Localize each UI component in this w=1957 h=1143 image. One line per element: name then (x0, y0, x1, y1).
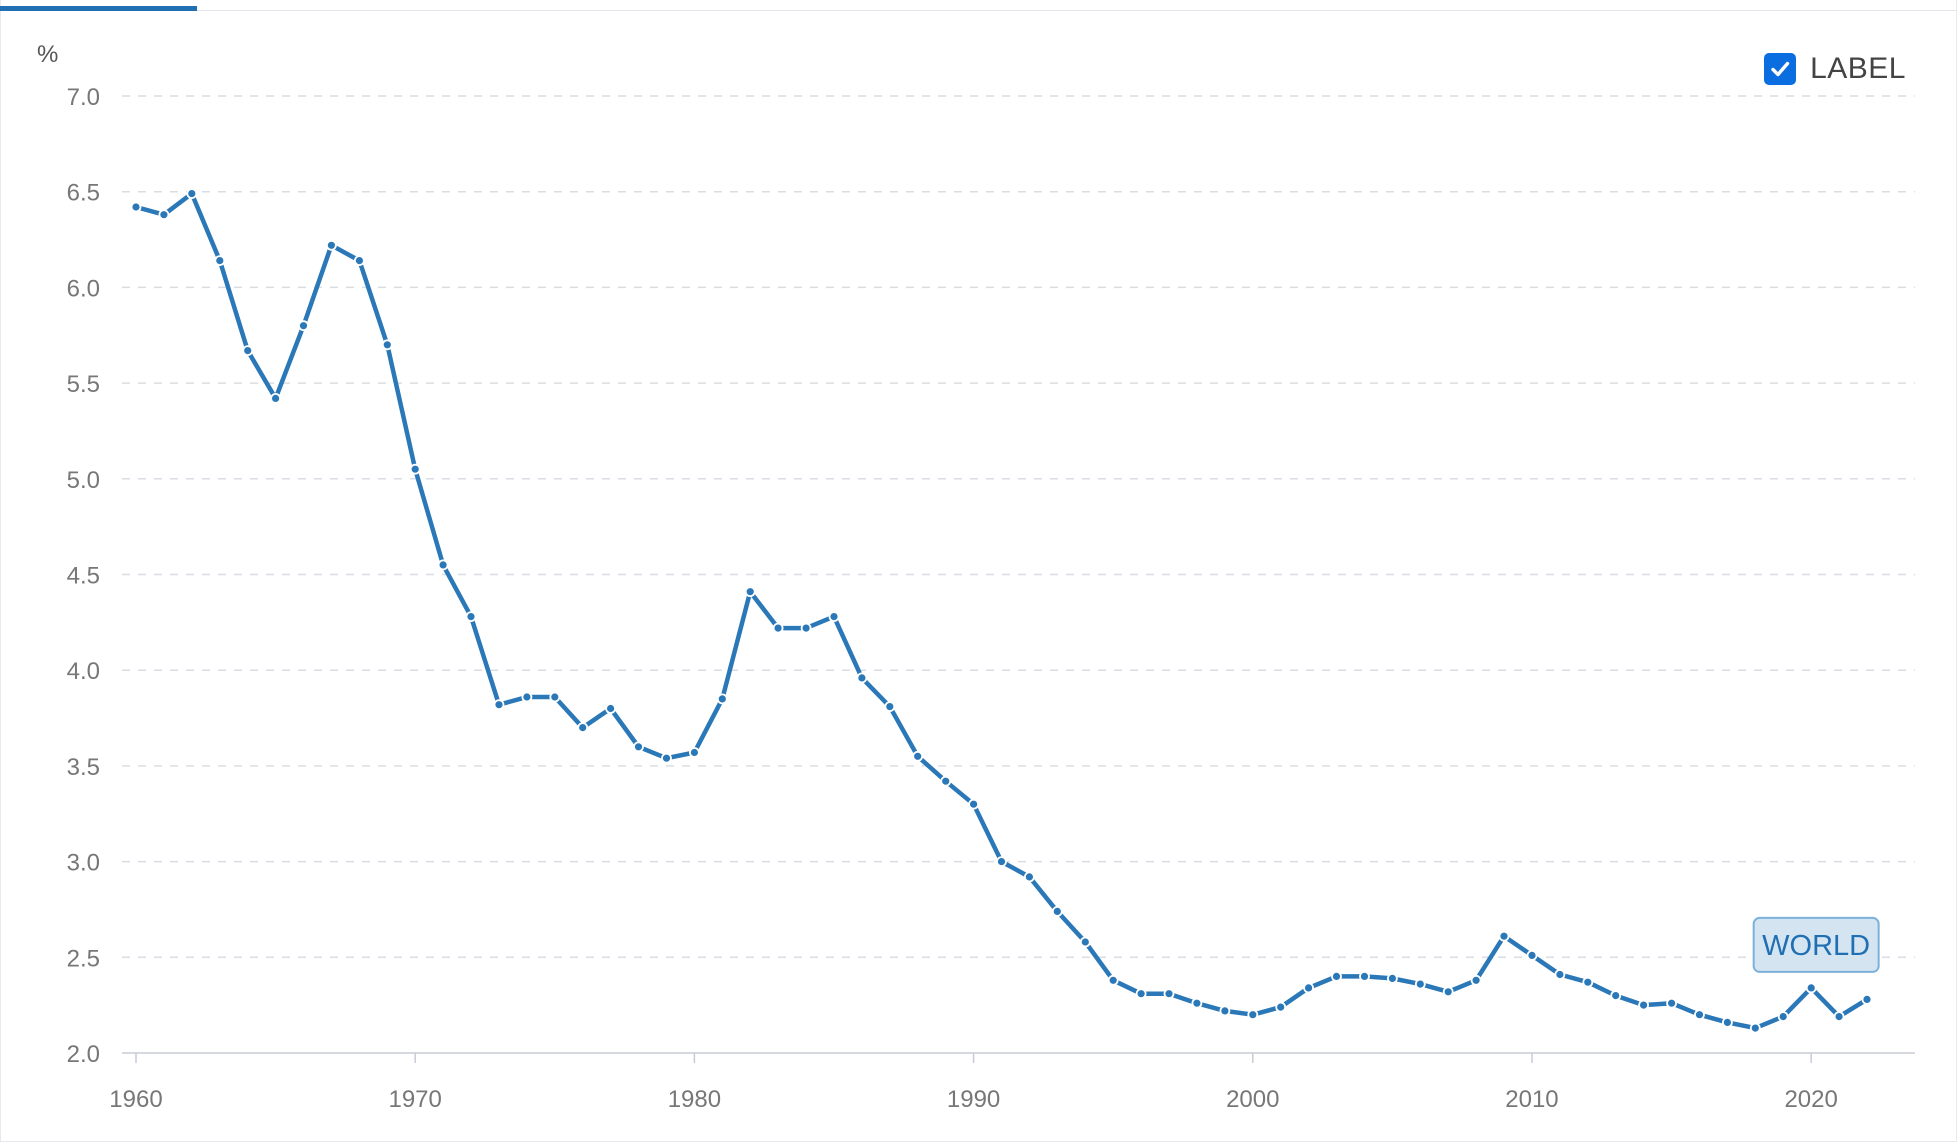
y-tick-label: 7.0 (67, 84, 100, 111)
legend-label: LABEL (1810, 52, 1906, 85)
active-tab-indicator[interactable] (0, 6, 197, 11)
x-axis (122, 1052, 1915, 1063)
series-end-label[interactable]: WORLD (1752, 916, 1880, 973)
data-point[interactable] (1135, 988, 1147, 1000)
data-point[interactable] (716, 693, 728, 705)
data-point[interactable] (1666, 997, 1677, 1009)
data-point[interactable] (270, 392, 282, 404)
data-point[interactable] (1554, 969, 1566, 980)
data-point[interactable] (437, 559, 449, 571)
checkmark-icon (1771, 61, 1790, 77)
y-tick-label: 5.5 (67, 371, 100, 398)
y-tick-label: 2.0 (67, 1041, 100, 1068)
world-label-box[interactable] (1752, 916, 1880, 973)
data-point[interactable] (577, 722, 589, 733)
data-point[interactable] (661, 752, 672, 764)
data-point[interactable] (242, 345, 254, 357)
x-tick-label: 2000 (1226, 1086, 1279, 1113)
data-point[interactable] (1219, 1005, 1231, 1017)
data-point[interactable] (521, 691, 533, 703)
data-point[interactable] (912, 750, 924, 762)
data-point[interactable] (325, 239, 337, 251)
data-point[interactable] (744, 586, 756, 598)
data-point[interactable] (1303, 982, 1314, 994)
y-axis-unit-label: % (37, 41, 58, 68)
data-point[interactable] (1079, 936, 1091, 948)
data-point[interactable] (1526, 950, 1538, 961)
y-tick-label: 4.5 (67, 563, 100, 590)
data-point[interactable] (1107, 974, 1119, 986)
data-point[interactable] (1414, 978, 1426, 990)
data-point[interactable] (409, 463, 421, 475)
data-point[interactable] (130, 201, 142, 213)
y-tick-label: 6.5 (67, 180, 100, 207)
data-point[interactable] (1749, 1022, 1761, 1034)
data-point[interactable] (465, 611, 477, 622)
data-point[interactable] (1610, 990, 1622, 1001)
data-point[interactable] (549, 691, 561, 703)
x-tick-label: 2010 (1505, 1086, 1558, 1113)
data-point[interactable] (214, 255, 226, 267)
data-point[interactable] (828, 611, 840, 622)
data-point[interactable] (186, 188, 198, 200)
x-tick-label: 1990 (947, 1086, 1000, 1113)
y-tick-label: 2.5 (67, 945, 100, 972)
series-world[interactable] (130, 188, 1873, 1034)
y-tick-label: 4.0 (67, 658, 100, 685)
data-point[interactable] (1861, 994, 1873, 1005)
data-point[interactable] (1275, 1001, 1287, 1013)
data-point[interactable] (353, 255, 365, 267)
series-line[interactable] (133, 191, 1870, 1031)
data-point[interactable] (1247, 1009, 1259, 1021)
x-axis-tick-labels: 1960 1970 1980 1990 2000 2010 2020 (109, 1086, 1838, 1113)
data-point[interactable] (856, 672, 868, 684)
data-point[interactable] (800, 622, 812, 634)
data-point[interactable] (1331, 971, 1342, 982)
tab-strip-divider (0, 10, 1957, 11)
data-point[interactable] (1024, 871, 1035, 883)
data-point[interactable] (1833, 1011, 1845, 1022)
data-point[interactable] (298, 320, 309, 332)
data-point[interactable] (1387, 973, 1398, 984)
data-point[interactable] (158, 209, 170, 221)
y-axis-tick-labels: 2.0 2.5 3.0 3.5 4.0 4.5 5.0 5.5 6.0 6.5 7.0 (67, 84, 100, 1068)
data-point[interactable] (1638, 999, 1649, 1011)
legend-checkbox[interactable] (1764, 53, 1797, 85)
x-tick-label: 1970 (388, 1086, 441, 1113)
data-point[interactable] (940, 775, 952, 787)
data-point[interactable] (1470, 974, 1482, 986)
data-point[interactable] (1805, 982, 1817, 994)
data-point[interactable] (689, 747, 700, 758)
data-point[interactable] (381, 339, 393, 351)
x-tick-label: 2020 (1784, 1086, 1837, 1113)
data-point[interactable] (1051, 906, 1063, 917)
data-point[interactable] (1694, 1009, 1705, 1021)
data-point[interactable] (1442, 986, 1454, 998)
data-point[interactable] (1582, 976, 1594, 988)
data-point[interactable] (1191, 997, 1203, 1009)
data-point[interactable] (968, 798, 979, 810)
data-point[interactable] (996, 856, 1007, 867)
x-tick-label: 1960 (109, 1086, 162, 1113)
data-point[interactable] (493, 699, 505, 711)
y-tick-label: 5.0 (67, 467, 100, 494)
legend-toggle[interactable]: LABEL (1764, 52, 1906, 86)
data-point[interactable] (884, 701, 896, 712)
data-point[interactable] (605, 703, 616, 714)
y-tick-label: 3.0 (67, 850, 100, 877)
y-tick-label: 3.5 (67, 754, 100, 781)
data-point[interactable] (633, 741, 644, 753)
data-point[interactable] (1722, 1017, 1733, 1028)
data-point[interactable] (1163, 988, 1175, 1000)
data-point[interactable] (1777, 1011, 1789, 1022)
y-tick-label: 6.0 (67, 275, 100, 302)
data-point[interactable] (1498, 930, 1510, 942)
x-tick-label: 1980 (668, 1086, 721, 1113)
data-point[interactable] (772, 622, 784, 634)
world-label-text: WORLD (1762, 930, 1870, 962)
data-point[interactable] (1359, 971, 1370, 982)
grid-lines (122, 95, 1915, 959)
